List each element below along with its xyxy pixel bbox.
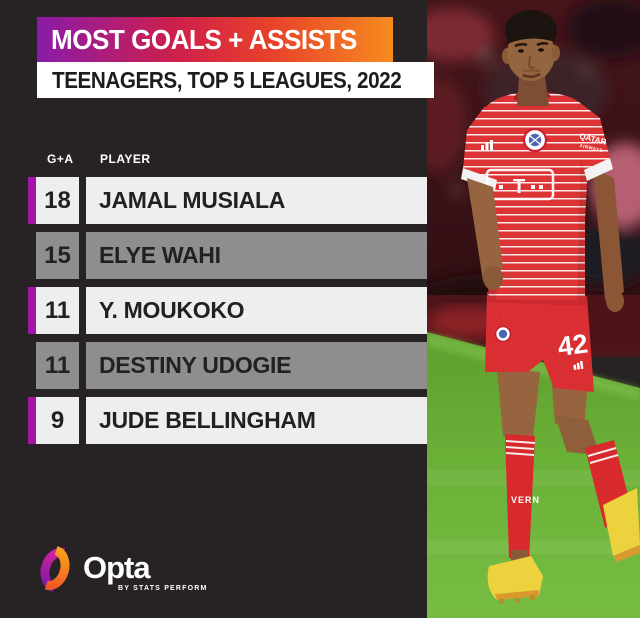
player-name: JAMAL MUSIALA	[86, 177, 427, 224]
stat-value: 18	[36, 177, 79, 224]
brand-lockup: Opta BY STATS PERFORM	[37, 545, 208, 593]
subtitle-banner: TEENAGERS, TOP 5 LEAGUES, 2022	[37, 62, 434, 98]
opta-logo-icon	[40, 546, 70, 592]
table-row: 15 ELYE WAHI	[36, 232, 427, 279]
brand-byline: BY STATS PERFORM	[118, 585, 208, 592]
jersey-number: 42	[556, 329, 589, 362]
club-crest-chest	[522, 127, 548, 153]
table-row: 11 DESTINY UDOGIE	[36, 342, 427, 389]
adidas-shorts-icon	[573, 360, 584, 370]
boot-left	[487, 556, 543, 604]
row-accent-bar	[28, 177, 36, 224]
row-accent-bar	[28, 397, 36, 444]
svg-text:T: T	[513, 176, 525, 198]
sock-text: VERN	[511, 495, 540, 505]
club-crest-shorts	[489, 315, 517, 343]
headline: MOST GOALS + ASSISTS	[51, 23, 357, 55]
subtitle: TEENAGERS, TOP 5 LEAGUES, 2022	[52, 66, 402, 93]
brand-name: Opta	[83, 550, 151, 585]
shirt: QATAR AIRWAYS	[461, 91, 613, 300]
adidas-chest-icon	[481, 140, 493, 151]
stat-value: 11	[36, 342, 79, 389]
stat-value: 15	[36, 232, 79, 279]
player-name: DESTINY UDOGIE	[86, 342, 427, 389]
column-header-player: PLAYER	[100, 152, 151, 166]
sock-left: VERN	[505, 434, 540, 560]
table-row: 11 Y. MOUKOKO	[28, 287, 427, 334]
stat-value: 9	[36, 397, 79, 444]
column-header-stat: G+A	[47, 152, 74, 166]
player-name: JUDE BELLINGHAM	[86, 397, 427, 444]
svg-text:AIRWAYS: AIRWAYS	[579, 143, 604, 153]
player-name: Y. MOUKOKO	[86, 287, 427, 334]
boot-right	[603, 488, 640, 562]
table-row: 18 JAMAL MUSIALA	[28, 177, 427, 224]
table-row: 9 JUDE BELLINGHAM	[28, 397, 427, 444]
player-photo: VERN	[427, 0, 640, 618]
ranking-table: 18 JAMAL MUSIALA 15 ELYE WAHI 11 Y. MOUK…	[28, 177, 427, 452]
chest-sponsor: T	[485, 168, 555, 201]
player-name: ELYE WAHI	[86, 232, 427, 279]
player-figure: VERN	[461, 10, 640, 604]
headline-banner: MOST GOALS + ASSISTS	[37, 17, 393, 62]
row-accent-bar	[28, 287, 36, 334]
player-head	[502, 10, 560, 106]
stat-value: 11	[36, 287, 79, 334]
